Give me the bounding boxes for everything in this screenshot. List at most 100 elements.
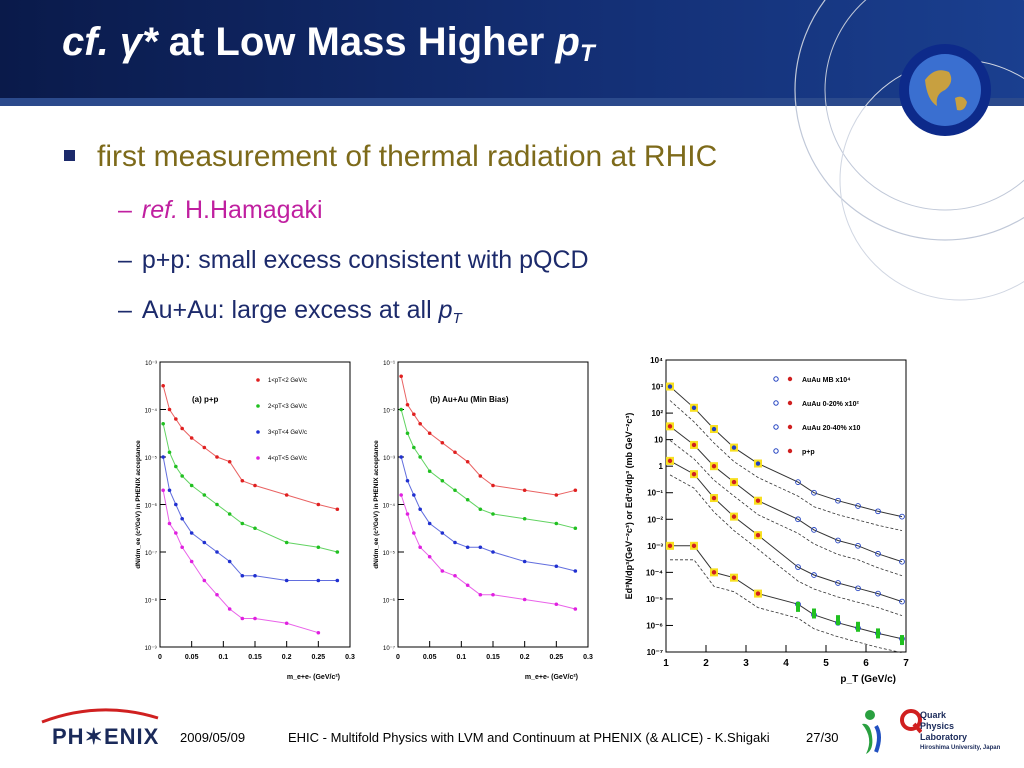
data-point bbox=[418, 421, 422, 426]
data-point bbox=[453, 573, 457, 578]
data-point bbox=[189, 436, 194, 440]
data-point bbox=[855, 585, 861, 592]
data-point bbox=[215, 592, 219, 597]
data-point bbox=[465, 545, 470, 550]
green-band-mark bbox=[900, 635, 904, 646]
legend-marker-filled bbox=[787, 400, 793, 406]
green-band-mark bbox=[856, 621, 860, 632]
y-tick-label: 10 bbox=[654, 436, 663, 445]
data-point bbox=[253, 616, 257, 621]
data-point bbox=[399, 455, 403, 459]
hiroshima-logo-icon bbox=[862, 710, 881, 754]
sub-bullet-ref: – ref. H.Hamagaki bbox=[118, 196, 323, 224]
y-tick-label: 10⁻⁴ bbox=[646, 568, 663, 577]
pqcd-curve bbox=[669, 440, 903, 577]
data-point bbox=[189, 559, 194, 564]
data-point bbox=[573, 488, 578, 493]
x-axis-label: m_e+e- (GeV/c²) bbox=[287, 674, 340, 681]
data-point bbox=[573, 526, 578, 531]
x-tick-label: 6 bbox=[863, 658, 869, 669]
x-tick-label: 1 bbox=[663, 658, 669, 669]
data-point bbox=[202, 578, 207, 583]
data-point bbox=[335, 507, 340, 512]
data-point bbox=[554, 493, 559, 497]
data-point bbox=[202, 493, 207, 497]
legend-marker-filled bbox=[787, 376, 793, 382]
data-point bbox=[731, 514, 737, 519]
data-point bbox=[554, 602, 559, 607]
data-point bbox=[811, 527, 817, 533]
data-point bbox=[795, 516, 801, 523]
data-point bbox=[667, 543, 673, 549]
y-tick-label: 10⁻³ bbox=[647, 542, 663, 551]
y-tick-label: 10⁻⁷ bbox=[383, 645, 395, 652]
data-point bbox=[253, 573, 257, 578]
data-point bbox=[667, 458, 673, 464]
data-point bbox=[174, 502, 178, 507]
data-point bbox=[161, 455, 165, 459]
data-point bbox=[491, 483, 495, 488]
series-curve bbox=[162, 490, 319, 634]
y-tick-label: 10⁻⁶ bbox=[145, 503, 158, 510]
legend-entry: 1<pT<2 GeV/c bbox=[268, 378, 307, 384]
y-tick-label: 10² bbox=[651, 409, 663, 418]
data-point bbox=[491, 512, 495, 516]
data-point bbox=[240, 573, 245, 578]
data-point bbox=[240, 616, 245, 621]
legend-entry: AuAu MB x10⁴ bbox=[802, 377, 851, 384]
plot-pp: 10⁻³ 10⁻⁴ 10⁻⁵ 10⁻⁶ 10⁻⁷ 10⁻⁸ 10⁻⁹0 0.05 0.1 0.15… bbox=[135, 361, 355, 681]
data-point bbox=[427, 554, 432, 559]
data-point bbox=[161, 488, 165, 493]
data-point bbox=[755, 533, 761, 538]
plot-frame bbox=[665, 359, 907, 653]
data-point bbox=[453, 488, 457, 493]
y-tick-label: 10⁻⁸ bbox=[145, 598, 158, 605]
data-point bbox=[418, 545, 422, 550]
data-point bbox=[174, 417, 178, 421]
sub-bullet-pp: – p+p: small excess consistent with pQCD bbox=[118, 246, 589, 274]
y-tick-label: 10⁻⁵ bbox=[646, 595, 663, 604]
data-point bbox=[491, 550, 495, 554]
data-point bbox=[491, 592, 495, 597]
x-tick-label: 0 bbox=[158, 654, 162, 661]
data-point bbox=[465, 583, 470, 588]
x-tick-label: 0.15 bbox=[486, 654, 500, 661]
data-point bbox=[427, 431, 432, 436]
phenix-swoosh-icon bbox=[41, 708, 159, 724]
data-point bbox=[405, 431, 410, 436]
x-tick-label: 0.3 bbox=[583, 654, 593, 661]
data-point bbox=[215, 455, 219, 459]
data-point bbox=[405, 402, 410, 407]
data-point bbox=[227, 459, 232, 464]
x-tick-label: 0.2 bbox=[282, 654, 292, 661]
x-tick-label: 0 bbox=[396, 654, 400, 661]
data-point bbox=[202, 445, 207, 450]
x-tick-label: 0.2 bbox=[520, 654, 530, 661]
data-point bbox=[795, 564, 801, 570]
fit-curve bbox=[669, 386, 903, 518]
legend-marker-open bbox=[773, 376, 779, 382]
x-tick-label: 0.1 bbox=[218, 654, 228, 661]
y-tick-label: 10⁻⁹ bbox=[145, 645, 158, 652]
data-point bbox=[412, 493, 416, 497]
legend-marker-open bbox=[773, 448, 779, 454]
data-point bbox=[335, 550, 340, 554]
data-point bbox=[875, 590, 881, 597]
y-tick-label: 10⁻³ bbox=[145, 361, 157, 367]
plot-spectra: 10⁴ 10³ 10² 10 1 10⁻¹ 10⁻² 10⁻³ 10⁻⁴ 10⁻⁵ 10⁻⁶ 10⁻⁷… bbox=[624, 356, 909, 685]
x-tick-label: 0.25 bbox=[312, 654, 326, 661]
y-tick-label: 10⁻⁶ bbox=[646, 621, 663, 630]
y-tick-label: 10⁻⁵ bbox=[145, 455, 158, 462]
pqcd-curve bbox=[669, 474, 903, 616]
data-point bbox=[316, 545, 321, 550]
data-point bbox=[418, 507, 422, 512]
x-tick-label: 2 bbox=[703, 658, 709, 669]
data-point bbox=[180, 426, 184, 431]
legend-marker-open bbox=[773, 400, 779, 406]
x-tick-label: 7 bbox=[903, 658, 909, 669]
data-point bbox=[227, 607, 232, 611]
pqcd-curve bbox=[670, 559, 903, 654]
data-point bbox=[522, 597, 527, 602]
data-point bbox=[412, 531, 416, 535]
data-point bbox=[711, 495, 717, 501]
